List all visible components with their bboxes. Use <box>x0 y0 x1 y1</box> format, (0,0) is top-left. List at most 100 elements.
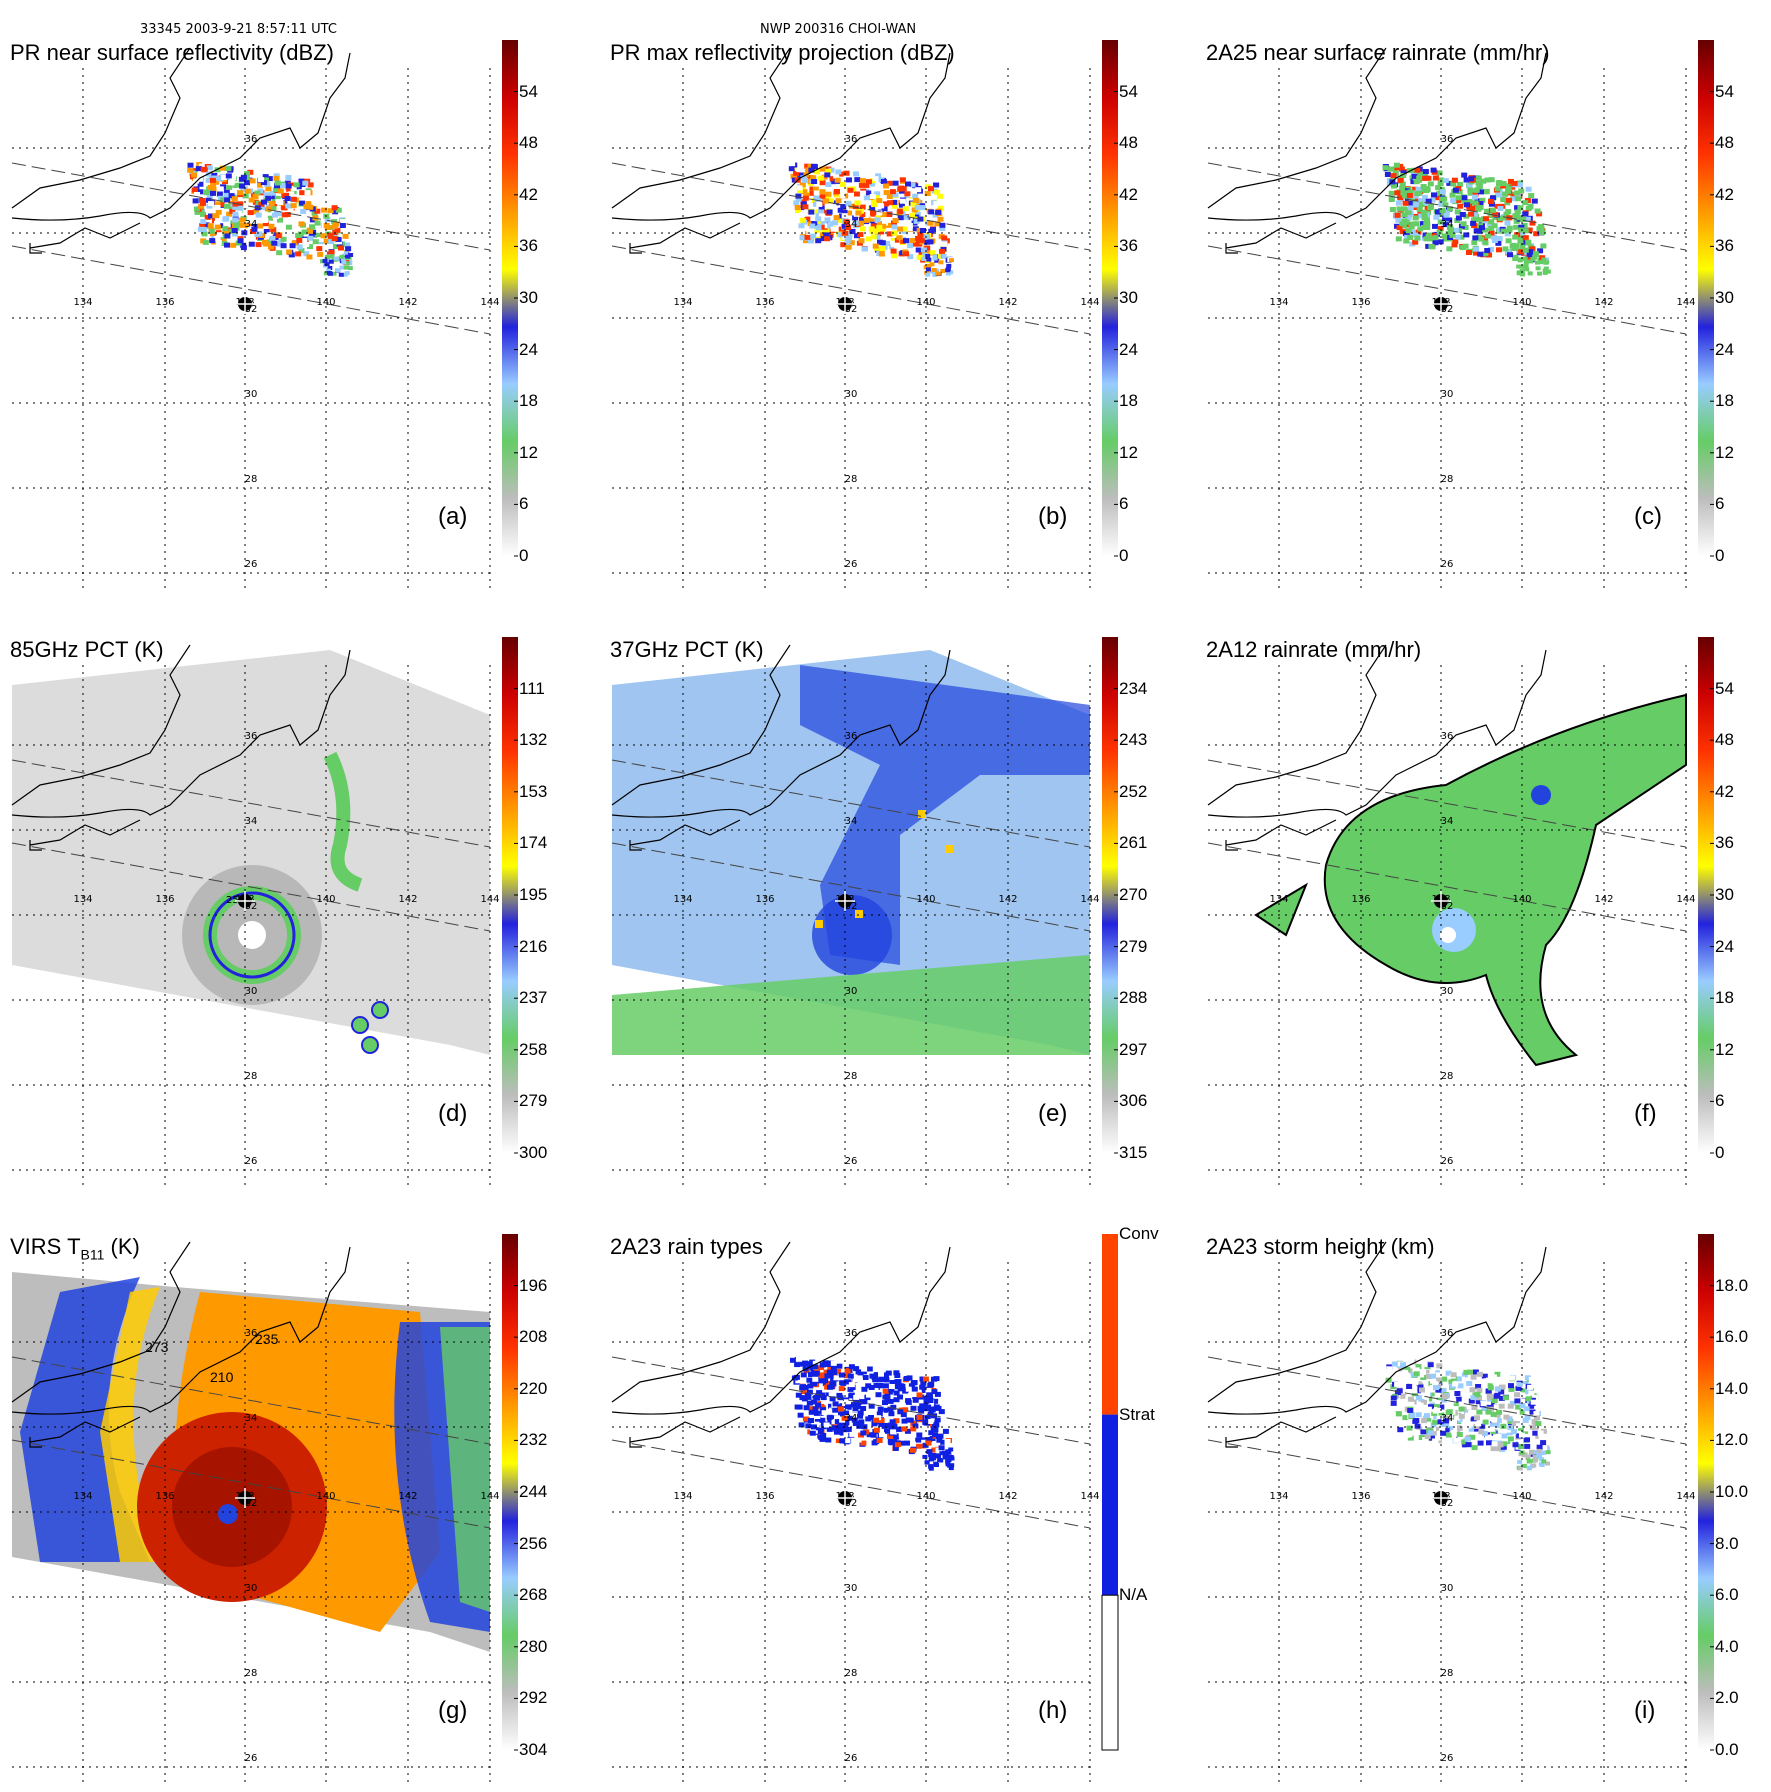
lon-label: 142 <box>398 894 417 905</box>
colorbar-g <box>502 1234 518 1750</box>
panel-label-a: (a) <box>438 503 468 530</box>
lat-label: 30 <box>245 986 258 997</box>
colorbar-e <box>1102 637 1118 1153</box>
colorbar-f <box>1698 637 1714 1153</box>
lat-label: 30 <box>1441 389 1454 400</box>
colorbar-tick-label: 237 <box>519 988 548 1008</box>
panel-label-g: (g) <box>438 1697 468 1724</box>
orbit-header: 33345 2003-9-21 8:57:11 UTC <box>140 22 337 37</box>
lon-label: 142 <box>998 894 1017 905</box>
colorbar-d <box>502 637 518 1153</box>
lat-label: 34 <box>245 816 258 827</box>
colorbar-tick-label: 6 <box>1715 1091 1725 1111</box>
lon-label: 134 <box>1269 1491 1288 1502</box>
colorbar-tick-label: 48 <box>1715 730 1734 750</box>
colorbar-tick-label: 18.0 <box>1715 1275 1749 1295</box>
colorbar-tick-label: 16.0 <box>1715 1327 1749 1347</box>
lon-label: 136 <box>155 894 174 905</box>
colorbar-tick-label: 6.0 <box>1715 1585 1739 1605</box>
lat-label: 32 <box>845 304 858 315</box>
colorbar-tick-label: 36 <box>1715 236 1734 256</box>
lon-label: 134 <box>73 297 92 308</box>
colorbar-tick-label: 0 <box>1715 546 1725 565</box>
colorbar-tick-label: 30 <box>1119 288 1138 307</box>
colorbar-tick-label: 10.0 <box>1715 1482 1749 1501</box>
lon-label: 144 <box>1676 1491 1695 1502</box>
colorbar-b <box>1102 40 1118 556</box>
panel-title-a: PR near surface reflectivity (dBZ) <box>10 40 334 65</box>
colorbar-tick-label: 36 <box>1715 833 1734 853</box>
colorbar-na <box>1101 1594 1119 1751</box>
colorbar-tick-label: 54 <box>519 81 538 101</box>
lon-label: 134 <box>673 297 692 308</box>
panel-b: 1341361381401421442628303234360612182430… <box>600 38 1138 598</box>
lat-label: 34 <box>1441 219 1454 230</box>
lon-label: 144 <box>1676 297 1695 308</box>
colorbar-tick-label: 54 <box>1715 678 1734 698</box>
colorbar-tick-label: 12 <box>1715 442 1734 462</box>
colorbar-tick-label: 24 <box>1715 339 1734 359</box>
lat-label: 36 <box>1441 1328 1454 1339</box>
lat-label: 28 <box>1441 1071 1454 1082</box>
colorbar-tick-label: 0 <box>519 546 529 565</box>
colorbar-a <box>502 40 518 556</box>
panel-f: 1341361381401421442628303234360612182430… <box>1196 635 1734 1195</box>
colorbar-tick-label: 18 <box>1715 988 1734 1008</box>
panel-a: 1341361381401421442628303234360612182430… <box>0 38 538 598</box>
lat-label: 36 <box>245 134 258 145</box>
lon-label: 144 <box>480 894 499 905</box>
lat-label: 28 <box>845 474 858 485</box>
panel-label-b: (b) <box>1038 503 1068 530</box>
panel-label-e: (e) <box>1038 1100 1068 1127</box>
map-plot-a: 134136138140142144262830323436 <box>11 40 518 593</box>
map-plot-c: 134136138140142144262830323436 <box>1207 40 1714 593</box>
colorbar-tick-label: 18 <box>519 391 538 411</box>
map-plot-i: 134136138140142144262830323436 <box>1207 1234 1714 1787</box>
lon-label: 136 <box>755 1491 774 1502</box>
lat-label: 26 <box>245 1753 258 1764</box>
lat-label: 26 <box>1441 559 1454 570</box>
lat-label: 34 <box>845 1413 858 1424</box>
lon-label: 140 <box>916 894 935 905</box>
lon-label: 136 <box>1351 297 1370 308</box>
colorbar-tick-label: 30 <box>1715 885 1734 904</box>
colorbar-tick-label: 42 <box>519 184 538 204</box>
lon-label: 142 <box>398 1491 417 1502</box>
lat-label: 30 <box>245 1583 258 1594</box>
lon-label: 134 <box>673 1491 692 1502</box>
lat-label: 34 <box>245 219 258 230</box>
colorbar-tick-label: 280 <box>519 1636 548 1656</box>
lat-label: 32 <box>1441 901 1454 912</box>
swath-d <box>12 650 490 1055</box>
lat-label: 26 <box>845 559 858 570</box>
lat-label: 36 <box>1441 134 1454 145</box>
colorbar-tick-label: 42 <box>1715 781 1734 801</box>
colorbar-tick-label: 42 <box>1119 184 1138 204</box>
colorbar-tick-label: 0 <box>1119 546 1129 565</box>
lat-label: 32 <box>245 1498 258 1509</box>
lat-label: 36 <box>845 731 858 742</box>
colorbar-tick-label: 18 <box>1119 391 1138 411</box>
lat-label: 32 <box>1441 304 1454 315</box>
lon-label: 140 <box>1512 1491 1531 1502</box>
panel-label-i: (i) <box>1634 1697 1656 1724</box>
colorbar-tick-label: 132 <box>519 730 548 750</box>
colorbar-tick-label: 18 <box>1715 391 1734 411</box>
lon-label: 140 <box>316 894 335 905</box>
panel-title-f: 2A12 rainrate (mm/hr) <box>1206 637 1422 662</box>
colorbar-tick-label: 12 <box>1715 1039 1734 1059</box>
lat-label: 30 <box>845 986 858 997</box>
colorbar-tick-label: 288 <box>1119 988 1148 1008</box>
lat-label: 28 <box>845 1071 858 1082</box>
colorbar-tick-label: 24 <box>519 339 538 359</box>
lon-label: 140 <box>916 1491 935 1502</box>
colorbar-tick-label: 315 <box>1119 1143 1148 1162</box>
colorbar-tick-label: 24 <box>1119 339 1138 359</box>
panel-e: 1341361381401421442628303234363153062972… <box>600 635 1147 1195</box>
lon-label: 136 <box>1351 1491 1370 1502</box>
map-plot-b: 134136138140142144262830323436 <box>611 40 1118 593</box>
map-plot-e: 134136138140142144262830323436 <box>611 637 1118 1190</box>
colorbar-tick-label: 244 <box>519 1482 548 1501</box>
lon-label: 140 <box>1512 297 1531 308</box>
colorbar-tick-label: 4.0 <box>1715 1636 1739 1656</box>
